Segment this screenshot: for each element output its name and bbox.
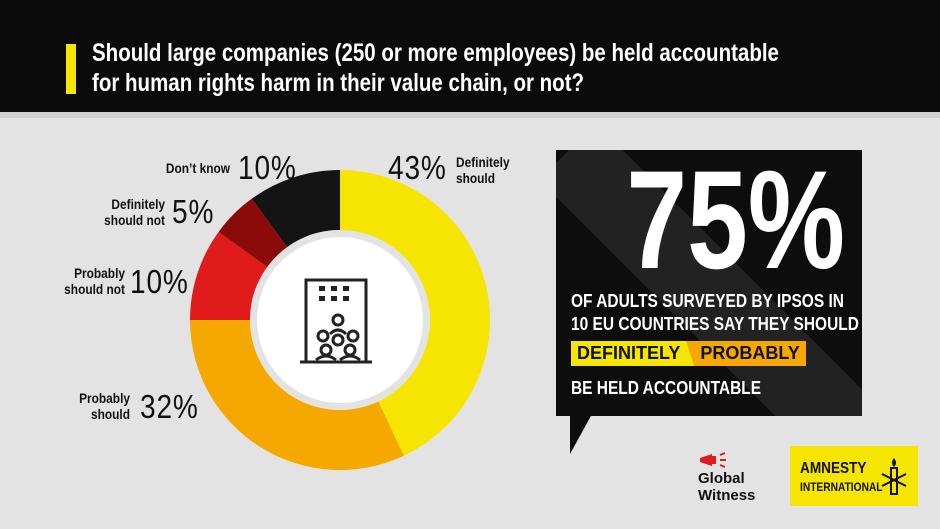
callout-tail bbox=[570, 414, 606, 454]
donut-slice-definitely-should bbox=[340, 170, 491, 456]
tag-definitely: DEFINITELY bbox=[571, 341, 687, 366]
value-prob-not: 10% bbox=[130, 263, 189, 300]
office-building-people-icon bbox=[300, 278, 372, 364]
donut-slice-don-t-know bbox=[251, 170, 340, 248]
title-line-1: Should large companies (250 or more empl… bbox=[92, 39, 779, 67]
global-witness-line2: Witness bbox=[698, 487, 756, 504]
value-prob-should: 32% bbox=[140, 388, 199, 425]
amnesty-line1: AMNESTY bbox=[800, 460, 867, 477]
label-def-should: Definitely should bbox=[456, 154, 510, 186]
donut-slices bbox=[190, 170, 491, 470]
amnesty-logo-text: AMNESTY INTERNATIONAL bbox=[800, 460, 897, 496]
header-shadow bbox=[0, 112, 940, 118]
tag-probably: PROBABLY bbox=[694, 341, 806, 366]
callout-line-2: 10 EU COUNTRIES SAY THEY SHOULD bbox=[571, 314, 859, 334]
value-dont-know: 10% bbox=[238, 149, 297, 186]
callout-line-1: OF ADULTS SURVEYED BY IPSOS IN bbox=[571, 291, 844, 311]
label-def-should-line2: should bbox=[456, 170, 496, 186]
global-witness-logo: Global Witness bbox=[698, 470, 755, 504]
center-icon-disc bbox=[257, 237, 423, 403]
header-accent-bar bbox=[66, 44, 76, 94]
value-def-should: 43% bbox=[388, 149, 447, 186]
global-witness-megaphone-icon bbox=[700, 452, 726, 468]
label-prob-not-line1: Probably bbox=[74, 265, 125, 281]
callout-box bbox=[556, 150, 862, 416]
label-def-should-line1: Definitely bbox=[456, 154, 510, 170]
amnesty-line2: INTERNATIONAL bbox=[800, 480, 883, 494]
callout-big-number: 75% bbox=[626, 141, 845, 298]
label-prob-should-line1: Probably bbox=[79, 390, 130, 406]
page-title: Should large companies (250 or more empl… bbox=[92, 38, 779, 98]
donut-slice-definitely-should-not bbox=[218, 198, 288, 268]
label-prob-not-line2: should not bbox=[64, 281, 125, 297]
title-line-2: for human rights harm in their value cha… bbox=[92, 69, 585, 97]
donut-slice-probably-should-not bbox=[190, 231, 268, 320]
callout-line-3: BE HELD ACCOUNTABLE bbox=[571, 378, 762, 398]
label-def-not: Definitely should not bbox=[97, 196, 165, 228]
label-prob-should-line2: should bbox=[90, 406, 130, 422]
label-def-not-line2: should not bbox=[104, 212, 165, 228]
label-prob-not: Probably should not bbox=[57, 265, 125, 297]
callout-tags: DEFINITELY PROBABLY bbox=[571, 341, 806, 366]
label-def-not-line1: Definitely bbox=[111, 196, 165, 212]
tag-separator bbox=[686, 341, 695, 366]
value-def-not: 5% bbox=[172, 193, 215, 230]
header: Should large companies (250 or more empl… bbox=[0, 0, 940, 112]
global-witness-line1: Global bbox=[698, 470, 745, 487]
candle-barbed-wire-icon bbox=[881, 458, 907, 495]
label-dont-know: Don’t know bbox=[165, 160, 230, 176]
label-prob-should: Probably should bbox=[62, 390, 130, 422]
donut-slice-probably-should bbox=[190, 320, 404, 470]
